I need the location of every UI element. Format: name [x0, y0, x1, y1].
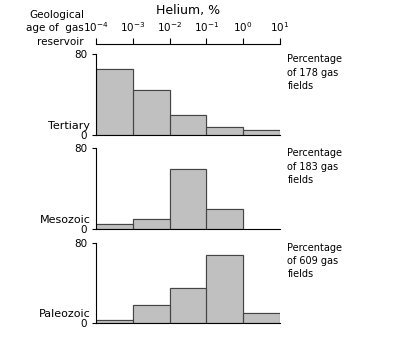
Polygon shape — [96, 320, 133, 323]
Polygon shape — [206, 255, 243, 323]
Text: Paleozoic: Paleozoic — [39, 309, 90, 319]
Text: Mesozoic: Mesozoic — [40, 215, 90, 225]
Polygon shape — [243, 130, 280, 135]
Text: Percentage
of 609 gas
fields: Percentage of 609 gas fields — [287, 242, 342, 279]
Polygon shape — [206, 127, 243, 135]
Polygon shape — [170, 288, 206, 323]
Text: Geological
age of  gas
reservoir: Geological age of gas reservoir — [26, 10, 84, 47]
Text: Percentage
of 183 gas
fields: Percentage of 183 gas fields — [287, 149, 342, 185]
Polygon shape — [133, 219, 170, 229]
Text: Tertiary: Tertiary — [48, 121, 90, 131]
Polygon shape — [133, 90, 170, 135]
Polygon shape — [96, 224, 133, 229]
Polygon shape — [133, 305, 170, 323]
Polygon shape — [96, 69, 133, 135]
X-axis label: Helium, %: Helium, % — [156, 4, 220, 17]
Text: Percentage
of 178 gas
fields: Percentage of 178 gas fields — [287, 54, 342, 91]
Polygon shape — [243, 313, 280, 323]
Polygon shape — [170, 115, 206, 135]
Polygon shape — [206, 209, 243, 229]
Polygon shape — [170, 169, 206, 229]
